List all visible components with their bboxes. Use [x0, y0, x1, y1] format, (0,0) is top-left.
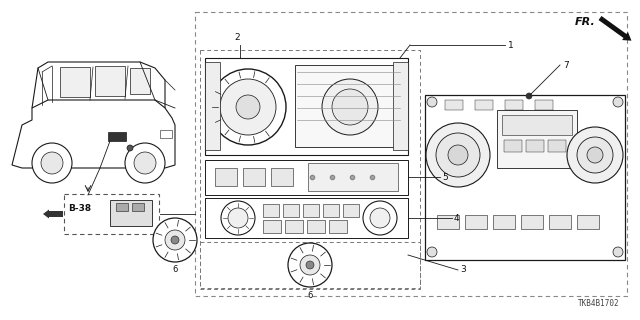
Bar: [393, 62, 408, 150]
Bar: [549, 215, 571, 229]
Circle shape: [448, 145, 468, 165]
Circle shape: [288, 243, 332, 287]
Text: B-38: B-38: [68, 204, 91, 212]
Circle shape: [427, 247, 437, 257]
Bar: [521, 215, 543, 229]
Bar: [160, 130, 172, 138]
Bar: [307, 220, 325, 233]
Polygon shape: [205, 198, 408, 238]
Bar: [200, 50, 420, 288]
Circle shape: [577, 137, 613, 173]
Bar: [95, 66, 125, 96]
Circle shape: [426, 123, 490, 187]
Circle shape: [153, 218, 197, 262]
Circle shape: [300, 255, 320, 275]
Text: 5: 5: [442, 172, 448, 181]
Circle shape: [41, 152, 63, 174]
Text: 7: 7: [563, 60, 569, 69]
Bar: [295, 65, 403, 147]
Text: 2: 2: [234, 33, 240, 42]
Bar: [343, 204, 359, 217]
Circle shape: [613, 247, 623, 257]
FancyArrow shape: [43, 210, 63, 219]
Circle shape: [220, 79, 276, 135]
Bar: [215, 168, 237, 186]
Polygon shape: [205, 58, 408, 155]
Text: TKB4B1702: TKB4B1702: [579, 299, 620, 308]
Bar: [195, 12, 627, 296]
Circle shape: [427, 97, 437, 107]
Bar: [437, 215, 459, 229]
Bar: [108, 132, 126, 141]
Text: 1: 1: [508, 41, 514, 50]
Bar: [475, 100, 493, 110]
Bar: [323, 204, 339, 217]
Bar: [132, 203, 144, 211]
Text: 6: 6: [307, 291, 313, 300]
Circle shape: [171, 236, 179, 244]
Circle shape: [567, 127, 623, 183]
Bar: [497, 110, 577, 168]
Bar: [263, 204, 279, 217]
Bar: [64, 194, 159, 234]
Bar: [329, 220, 347, 233]
Circle shape: [134, 152, 156, 174]
Bar: [303, 204, 319, 217]
Bar: [425, 95, 625, 260]
Text: 6: 6: [172, 265, 178, 274]
Text: 3: 3: [460, 266, 466, 275]
Bar: [200, 242, 420, 289]
Bar: [504, 140, 522, 152]
Circle shape: [210, 69, 286, 145]
Circle shape: [125, 143, 165, 183]
Circle shape: [306, 261, 314, 269]
Bar: [505, 100, 523, 110]
Circle shape: [526, 93, 532, 99]
Bar: [502, 115, 572, 135]
Bar: [205, 62, 220, 150]
Bar: [577, 215, 599, 229]
Bar: [465, 215, 487, 229]
Circle shape: [436, 133, 480, 177]
Bar: [445, 100, 463, 110]
Polygon shape: [205, 160, 408, 195]
Text: FR.: FR.: [575, 17, 596, 27]
Circle shape: [165, 230, 185, 250]
Bar: [285, 220, 303, 233]
Bar: [263, 220, 281, 233]
Circle shape: [32, 143, 72, 183]
Bar: [493, 215, 515, 229]
Bar: [535, 100, 553, 110]
FancyArrow shape: [598, 16, 632, 41]
Bar: [283, 204, 299, 217]
Circle shape: [363, 201, 397, 235]
Circle shape: [236, 95, 260, 119]
Circle shape: [228, 208, 248, 228]
Circle shape: [613, 97, 623, 107]
Circle shape: [332, 89, 368, 125]
Circle shape: [587, 147, 603, 163]
Circle shape: [370, 208, 390, 228]
Bar: [60, 67, 90, 97]
Bar: [110, 200, 152, 226]
Circle shape: [221, 201, 255, 235]
Bar: [116, 203, 128, 211]
Circle shape: [322, 79, 378, 135]
Bar: [548, 140, 566, 152]
Text: 4: 4: [454, 213, 460, 222]
Bar: [130, 68, 150, 94]
Circle shape: [127, 145, 133, 151]
Bar: [526, 140, 544, 152]
Bar: [271, 168, 293, 186]
Bar: [243, 168, 265, 186]
Bar: [308, 163, 398, 191]
